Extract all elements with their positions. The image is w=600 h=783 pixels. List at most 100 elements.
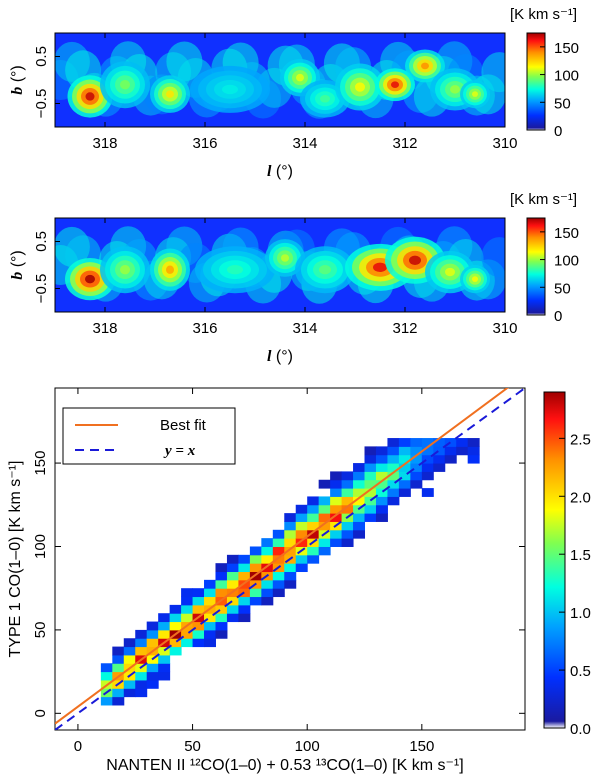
density-cell	[364, 463, 377, 472]
density-cell	[238, 571, 251, 581]
density-cell	[375, 446, 388, 456]
density-cell	[272, 571, 285, 581]
density-cell	[192, 588, 205, 598]
density-cell	[307, 504, 320, 514]
density-cell	[307, 496, 320, 506]
density-cell	[433, 463, 446, 472]
scatter-panel: 0 50 100 150 0 50 100 150 Best fit y = x NANTE…	[7, 387, 591, 774]
identity-line	[55, 388, 525, 730]
density-cell	[307, 546, 320, 556]
density-cell	[112, 646, 125, 656]
density-cell	[318, 479, 331, 489]
density-cell	[410, 438, 423, 447]
density-cell	[364, 471, 377, 481]
colorbar-tick-label: 50	[554, 95, 571, 112]
density-cell	[215, 613, 228, 623]
density-cell	[364, 479, 377, 489]
density-cell	[410, 446, 423, 456]
density-cell	[215, 571, 228, 581]
density-cell	[169, 621, 182, 631]
density-cell	[387, 463, 400, 472]
density-cell	[364, 446, 377, 456]
map-emission-blob	[409, 255, 421, 265]
y-tick-label: −0.5	[33, 89, 50, 119]
density-cell	[112, 688, 125, 698]
density-cell	[215, 563, 228, 573]
density-cell	[433, 438, 446, 447]
density-cell	[135, 688, 148, 698]
map-emission-blob	[320, 95, 330, 103]
map-emission-blob	[445, 267, 455, 277]
density-cell	[375, 504, 388, 514]
map-emission-blob	[222, 84, 238, 95]
density-cell	[100, 663, 113, 673]
density-cell	[181, 588, 194, 598]
density-cell	[272, 546, 285, 556]
x-tick-label: 312	[392, 135, 417, 152]
density-cell	[364, 488, 377, 497]
density-cell	[353, 488, 366, 497]
density-cell	[261, 538, 274, 547]
density-cell	[421, 454, 434, 464]
density-cell	[123, 679, 136, 689]
legend-box	[62, 407, 236, 465]
density-cell	[112, 654, 125, 664]
density-cell	[135, 646, 148, 656]
density-cell	[295, 521, 308, 531]
map-emission-blob	[120, 80, 130, 90]
density-cell	[284, 546, 297, 556]
density-cell	[249, 554, 262, 564]
density-cell	[135, 629, 148, 639]
density-cell	[353, 521, 366, 531]
density-cell	[364, 504, 377, 514]
density-cell	[158, 621, 171, 631]
density-cell	[318, 546, 331, 556]
density-cell	[226, 554, 239, 564]
x-tick-label: 310	[492, 320, 517, 337]
density-cell	[398, 471, 411, 481]
x-tick-label: 318	[92, 135, 117, 152]
density-cell	[387, 479, 400, 489]
density-cell	[410, 463, 423, 472]
density-cell	[215, 579, 228, 589]
density-cell	[307, 521, 320, 531]
density-cell	[421, 471, 434, 481]
density-cell	[284, 571, 297, 581]
x-tick-label: 314	[292, 135, 317, 152]
map-emission-blob	[472, 91, 478, 97]
density-cell	[318, 513, 331, 522]
density-cell	[238, 613, 251, 623]
scatter-colorbar	[543, 391, 566, 729]
density-cell	[444, 446, 457, 456]
map-emission-blob	[227, 265, 243, 275]
density-cell	[226, 596, 239, 606]
density-cell	[330, 529, 343, 539]
density-cell	[307, 513, 320, 522]
legend-best-fit-label: Best fit	[160, 417, 207, 434]
density-cell	[295, 538, 308, 547]
density-cell	[204, 596, 216, 606]
density-cell	[169, 638, 182, 648]
density-cell	[215, 604, 228, 614]
density-cell	[249, 588, 262, 598]
y-tick-label: 0.5	[33, 231, 50, 252]
density-cell	[249, 546, 262, 556]
density-cell	[272, 588, 285, 598]
density-cell	[204, 588, 216, 598]
colorbar-tick-label: 0	[554, 308, 562, 325]
density-cell	[169, 613, 182, 623]
density-cell	[146, 663, 159, 673]
colorbar-tick-label: 2.0	[570, 489, 591, 506]
map-emission-blob	[319, 265, 331, 275]
density-cell	[330, 488, 343, 497]
density-cell	[204, 638, 216, 648]
density-cell	[387, 438, 400, 447]
density-cell	[375, 471, 388, 481]
x-tick-label: 50	[184, 738, 201, 755]
density-cell	[284, 513, 297, 522]
density-cell	[204, 579, 216, 589]
density-cell	[398, 463, 411, 472]
colorbar-tick-label: 1.5	[570, 547, 591, 564]
map-emission-blob	[120, 265, 130, 275]
